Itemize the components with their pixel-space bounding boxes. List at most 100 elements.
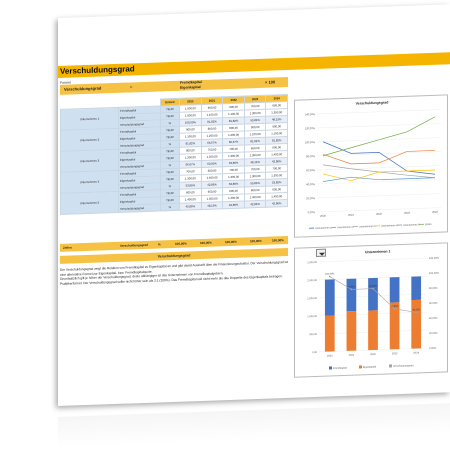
y-tick-label: 500,00 [309, 333, 317, 336]
y2-tick-label: 40,00% [429, 317, 438, 320]
bar-fremdkapital [324, 279, 335, 316]
gridline [317, 207, 441, 213]
description-heading: Verschuldungsgrad [157, 253, 191, 259]
company-name: Unternehmen 5 [60, 191, 119, 215]
legend-label: Zeilen [425, 223, 432, 226]
summary-value: 100,00% [250, 238, 262, 244]
table-cell[interactable]: 42,86% [244, 200, 266, 208]
y2-tick-label: 120,00% [429, 257, 440, 260]
x-tick-label: 2024 [432, 210, 438, 214]
series-line [322, 150, 435, 165]
legend-swatch [389, 364, 392, 368]
y2-tick-label: 80,00% [429, 287, 438, 290]
table-cell[interactable]: 42,86% [179, 202, 202, 211]
summary-label: Zeilen [63, 245, 72, 250]
row-unit: % [160, 203, 180, 211]
bar-chart[interactable]: Unternehmen 1 0,00 500,00 1.000,00 1.500,00… [294, 242, 448, 378]
series-line [322, 141, 436, 175]
x-tick-label: 2024 [413, 351, 419, 354]
y2-tick-label: 0,00% [429, 347, 437, 350]
legend-label: Fremdkapital [333, 366, 347, 369]
bar-eigenkapital [389, 302, 400, 350]
ratio-point [415, 311, 418, 314]
bar-fremdkapital [411, 276, 422, 301]
company-dropdown-arrow-icon[interactable] [316, 248, 326, 257]
data-label: 100,00% [325, 273, 334, 275]
legend-label: Eigenkapital [363, 365, 376, 368]
y-tick-label: 0,00% [308, 210, 316, 214]
line-chart-svg: 0,00% 20,00% 40,00% 60,00% 80,00% 100,00% 120,… [305, 109, 441, 230]
legend-swatch [359, 365, 362, 369]
summary-col: Verschuldungsgrad [120, 242, 149, 248]
y-tick-label: 40,00% [306, 182, 315, 186]
formula-denominator: Eigenkapital [180, 85, 201, 90]
ratio-point [328, 275, 331, 278]
y2-tick-label: 100,00% [429, 272, 440, 275]
summary-value: 100,00% [175, 241, 187, 246]
gridline [317, 165, 441, 171]
bar-eigenkapital [368, 310, 378, 351]
x-tick-label: 2023 [404, 211, 410, 215]
gridline [319, 257, 427, 263]
y-tick-label: 0,00 [312, 351, 317, 354]
x-tick-label: 2020 [320, 214, 326, 218]
y-tick-label: 80,00% [306, 154, 315, 158]
summary-value: 100,00% [225, 239, 237, 245]
data-label: 81,82% [348, 286, 356, 288]
bar-eigenkapital [324, 315, 335, 352]
x-tick-label: 2023 [392, 352, 398, 355]
y-tick-label: 140,00% [305, 112, 316, 116]
gridline [317, 151, 441, 157]
row-label: Verschuldungsgrad [118, 203, 161, 213]
formula-band: Verschuldungsgrad = Fremdkapital Eigenka… [60, 76, 288, 95]
y-tick-label: 20,00% [306, 196, 315, 200]
x-tick-label: 2022 [370, 353, 376, 356]
series-line [322, 176, 435, 182]
x-tick-label: 2021 [349, 354, 355, 357]
legend-label: Unternehmen 3 [359, 225, 376, 229]
bar-eigenkapital [411, 299, 422, 349]
summary-unit: % [158, 242, 161, 247]
series-line [322, 116, 436, 157]
x-tick-label: 2020 [327, 354, 333, 357]
summary-value: 100,00% [272, 238, 284, 243]
formula-name: Verschuldungsgrad [64, 85, 102, 92]
y-tick-label: 60,00% [306, 168, 315, 172]
ratio-point [350, 288, 353, 291]
page-reflection [58, 403, 450, 447]
formula-factor: × 100 [265, 79, 276, 85]
data-label: 81,82% [369, 285, 377, 287]
legend-swatch [329, 366, 332, 370]
data-label: 53,85% [391, 306, 399, 308]
legend-label: Unternehmen 1 [315, 226, 332, 230]
x-tick-label: 2022 [376, 212, 382, 216]
bar-fremdkapital [346, 278, 357, 312]
table-cell[interactable]: 48,15% [201, 201, 223, 210]
gridline [317, 179, 441, 185]
y-tick-label: 2.500,00 [307, 261, 317, 264]
data-table: Einheit 2020 2021 2022 2023 2024 Unternehmen 1… [60, 94, 288, 215]
bar-eigenkapital [346, 310, 357, 351]
table-cell[interactable]: 42,86% [265, 199, 288, 208]
bar-chart-svg: 0,00 500,00 1.000,00 1.500,00 2.000,00 2.500,… [307, 257, 440, 370]
gridline [317, 123, 441, 129]
bar-fremdkapital [368, 277, 378, 311]
legend-label: Unternehmen 2 [337, 226, 354, 230]
bar-fremdkapital [389, 277, 400, 303]
legend-label: Verschuldungsgrad [393, 364, 414, 368]
data-label: 48,15% [412, 309, 420, 311]
y-tick-label: 2.000,00 [307, 279, 317, 282]
y-tick-label: 1.500,00 [307, 297, 317, 300]
gridline [317, 193, 441, 199]
y-tick-label: 100,00% [305, 140, 316, 144]
description-text: Der Verschuldungsgrad zeigt die Relation… [60, 260, 288, 286]
y-tick-label: 1.000,00 [307, 315, 317, 318]
x-tick-label: 2021 [348, 213, 354, 217]
ratio-point [372, 287, 374, 290]
line-chart[interactable]: Verschuldungsgrad 0,00% 20,00% 40,00% 60,00… [294, 94, 448, 238]
summary-value: 100,00% [200, 240, 212, 246]
formula-numerator: Fremdkapital [180, 79, 202, 85]
y2-tick-label: 20,00% [429, 332, 438, 335]
table-cell[interactable]: 42,86% [222, 200, 245, 209]
legend-label: Unternehmen 4 [381, 224, 398, 228]
